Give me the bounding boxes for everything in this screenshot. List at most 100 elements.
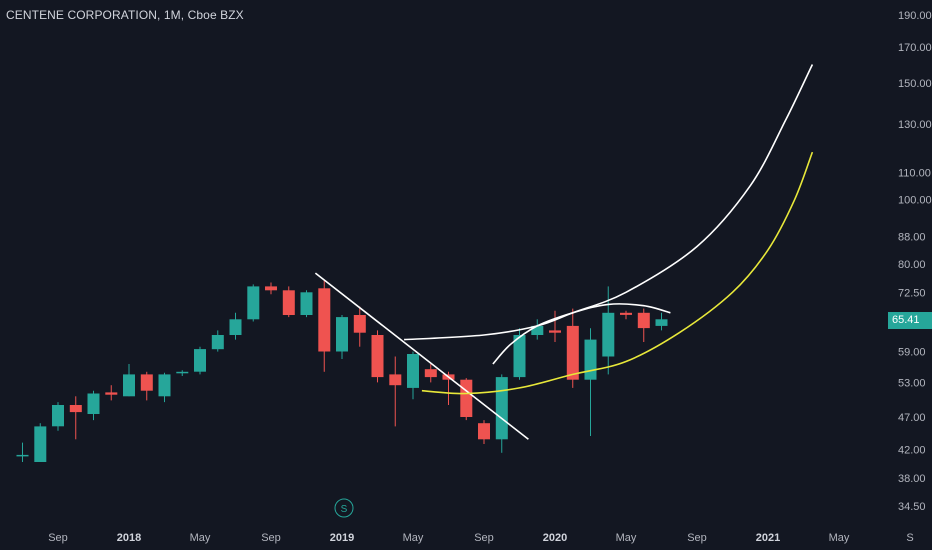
candle	[52, 402, 64, 431]
drawing-layer	[314, 64, 814, 440]
candle-body	[87, 393, 100, 414]
candle	[389, 356, 402, 427]
candle-body	[211, 335, 224, 350]
candle	[300, 290, 313, 318]
candle-body	[16, 454, 29, 457]
white-curve	[404, 64, 814, 341]
candle	[478, 420, 490, 444]
candle-body	[265, 286, 277, 291]
candle	[637, 308, 650, 342]
candle-body	[34, 426, 47, 462]
x-tick-label: Sep	[474, 532, 494, 544]
time-axis[interactable]: Sep 2018 May Sep 2019 May Sep 2020 May Sep 2021 May…	[48, 532, 913, 544]
y-tick-label: 80.00	[898, 259, 926, 271]
candle-body	[123, 374, 135, 397]
candle	[513, 328, 526, 380]
candle-body	[300, 292, 313, 315]
candle	[176, 370, 189, 376]
y-tick-label: 110.00	[898, 167, 931, 179]
candle	[105, 385, 118, 401]
y-tick-label: 59.00	[898, 347, 926, 359]
yellow-curve	[421, 151, 814, 395]
x-tick-label: S	[906, 532, 913, 544]
candle	[318, 280, 331, 372]
x-tick-label: 2019	[330, 532, 354, 544]
candle-body	[336, 317, 348, 352]
candle	[211, 330, 224, 352]
x-tick-label: Sep	[261, 532, 281, 544]
candle	[495, 374, 508, 453]
x-tick-label: May	[190, 532, 211, 544]
candle-body	[460, 379, 473, 417]
event-marker[interactable]: S	[334, 498, 354, 518]
price-axis[interactable]: 190.00 170.00 150.00 130.00 110.00 100.00 88.0…	[898, 10, 932, 513]
candle-body	[407, 354, 419, 388]
candle-body	[531, 325, 544, 335]
y-tick-label: 47.00	[898, 412, 926, 424]
y-tick-label: 38.00	[898, 473, 926, 485]
candle-body	[353, 315, 366, 333]
candle	[655, 312, 668, 331]
chart-title: CENTENE CORPORATION, 1M, Cboe BZX	[6, 8, 244, 22]
candle-body	[620, 312, 632, 315]
y-tick-label: 130.00	[898, 119, 932, 131]
candle	[229, 312, 242, 340]
candle-body	[655, 319, 668, 326]
y-tick-label: 34.50	[898, 501, 926, 513]
candle	[584, 328, 597, 436]
candle	[16, 442, 29, 462]
y-tick-label: 150.00	[898, 78, 932, 90]
candle-body	[318, 288, 331, 352]
candlestick-series	[16, 280, 668, 462]
candle-body	[495, 377, 508, 440]
candle-body	[105, 392, 118, 395]
candle	[336, 315, 348, 359]
candle-body	[389, 374, 402, 386]
y-tick-label: 72.50	[898, 287, 926, 299]
candle	[353, 306, 366, 347]
candle	[549, 310, 561, 342]
candle	[34, 423, 47, 462]
x-tick-label: May	[829, 532, 850, 544]
candle	[265, 282, 277, 295]
candle	[620, 310, 632, 320]
candle	[140, 371, 153, 401]
x-tick-label: May	[403, 532, 424, 544]
candle-body	[566, 325, 579, 380]
candle	[69, 396, 82, 440]
candle	[460, 378, 473, 421]
candle-body	[282, 290, 295, 315]
x-tick-label: 2018	[117, 532, 141, 544]
candle-body	[140, 374, 153, 391]
candle-body	[584, 339, 597, 380]
y-tick-label: 190.00	[898, 10, 932, 22]
candle	[194, 346, 206, 375]
candle	[158, 372, 171, 403]
candle-body	[176, 371, 189, 374]
x-tick-label: May	[616, 532, 637, 544]
white-curve	[492, 303, 671, 365]
last-price-tag: 65.41	[888, 312, 932, 329]
candle-body	[229, 319, 242, 335]
candle	[247, 284, 260, 322]
candle-body	[158, 374, 171, 397]
candle-body	[513, 335, 526, 378]
candle-body	[637, 312, 650, 329]
event-marker-label: S	[341, 504, 348, 515]
event-marker-circle[interactable]	[334, 498, 354, 518]
candle	[407, 351, 419, 400]
y-tick-label: 53.00	[898, 377, 926, 389]
candle	[424, 364, 437, 383]
candle-body	[52, 405, 64, 427]
x-tick-label: 2021	[756, 532, 780, 544]
candle-body	[424, 369, 437, 378]
candle-body	[602, 312, 615, 357]
candle-body	[247, 286, 260, 320]
candle-body	[194, 349, 206, 372]
x-tick-label: Sep	[48, 532, 68, 544]
y-tick-label: 100.00	[898, 195, 932, 207]
candle-body	[478, 423, 490, 440]
x-tick-label: Sep	[687, 532, 707, 544]
candle	[531, 319, 544, 340]
